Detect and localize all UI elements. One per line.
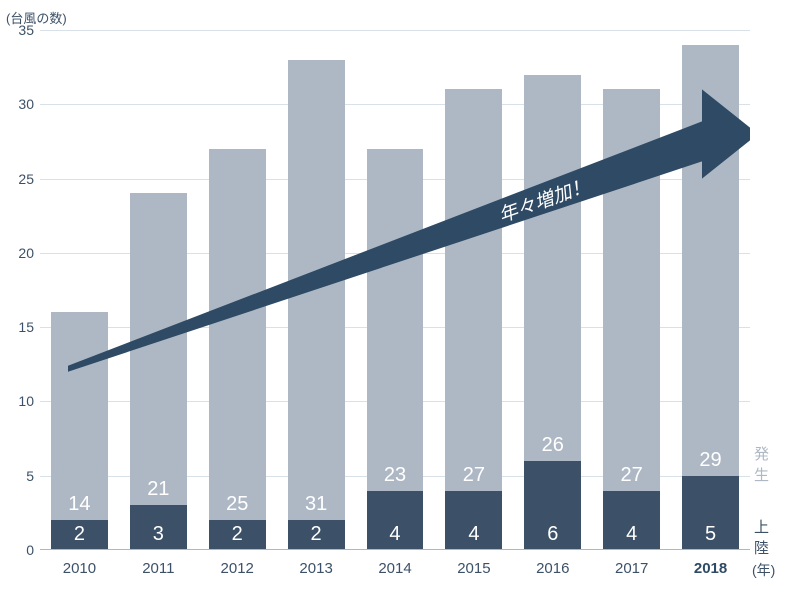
bar-upper: 26 xyxy=(524,75,581,461)
y-tick-label: 0 xyxy=(26,542,40,558)
bar-slot: 2742017 xyxy=(592,30,671,550)
y-tick-label: 30 xyxy=(18,96,40,112)
bar-lower: 2 xyxy=(51,520,108,550)
x-axis-unit: (年) xyxy=(752,560,775,580)
bar-upper: 27 xyxy=(445,89,502,490)
bar-upper: 14 xyxy=(51,312,108,520)
bar: 142 xyxy=(51,312,108,550)
x-tick-label: 2017 xyxy=(592,560,671,577)
bar-upper: 23 xyxy=(367,149,424,491)
y-tick-label: 20 xyxy=(18,245,40,261)
x-tick-label: 2011 xyxy=(119,560,198,577)
bar: 213 xyxy=(130,193,187,550)
bar: 312 xyxy=(288,60,345,550)
bar-slot: 1422010 xyxy=(40,30,119,550)
bar-lower: 6 xyxy=(524,461,581,550)
y-tick-label: 10 xyxy=(18,393,40,409)
y-tick-label: 15 xyxy=(18,319,40,335)
x-tick-label: 2018 xyxy=(671,560,750,577)
bar-upper: 21 xyxy=(130,193,187,505)
bar-slot: 2952018 xyxy=(671,30,750,550)
x-tick-label: 2010 xyxy=(40,560,119,577)
plot-area: 05101520253035 1422010213201125220123122… xyxy=(40,30,750,550)
y-tick-label: 35 xyxy=(18,22,40,38)
bar: 252 xyxy=(209,149,266,550)
bar-slot: 2132011 xyxy=(119,30,198,550)
bar-lower: 2 xyxy=(288,520,345,550)
x-axis-baseline xyxy=(40,549,750,550)
x-tick-label: 2013 xyxy=(277,560,356,577)
bar-slot: 2342014 xyxy=(356,30,435,550)
bar-upper: 27 xyxy=(603,89,660,490)
y-tick-label: 5 xyxy=(26,468,40,484)
bar-lower: 2 xyxy=(209,520,266,550)
x-tick-label: 2016 xyxy=(513,560,592,577)
x-tick-label: 2012 xyxy=(198,560,277,577)
bar-lower: 4 xyxy=(603,491,660,550)
typhoon-chart: (台風の数) 05101520253035 142201021320112522… xyxy=(0,0,800,600)
y-tick-label: 25 xyxy=(18,171,40,187)
bar: 234 xyxy=(367,149,424,550)
bar: 274 xyxy=(603,89,660,550)
bars-container: 1422010213201125220123122013234201427420… xyxy=(40,30,750,550)
bar: 266 xyxy=(524,75,581,550)
bar-upper: 25 xyxy=(209,149,266,520)
bar-slot: 2742015 xyxy=(434,30,513,550)
bar: 274 xyxy=(445,89,502,550)
bar-lower: 4 xyxy=(445,491,502,550)
bar-upper: 31 xyxy=(288,60,345,521)
bar-upper: 29 xyxy=(682,45,739,476)
legend-upper: 発生 xyxy=(754,443,769,485)
bar-slot: 3122013 xyxy=(277,30,356,550)
bar-lower: 4 xyxy=(367,491,424,550)
legend-lower: 上陸 xyxy=(754,516,769,558)
bar-lower: 5 xyxy=(682,476,739,550)
x-tick-label: 2014 xyxy=(356,560,435,577)
bar-lower: 3 xyxy=(130,505,187,550)
bar-slot: 2522012 xyxy=(198,30,277,550)
bar: 295 xyxy=(682,45,739,550)
bar-slot: 2662016 xyxy=(513,30,592,550)
x-tick-label: 2015 xyxy=(434,560,513,577)
